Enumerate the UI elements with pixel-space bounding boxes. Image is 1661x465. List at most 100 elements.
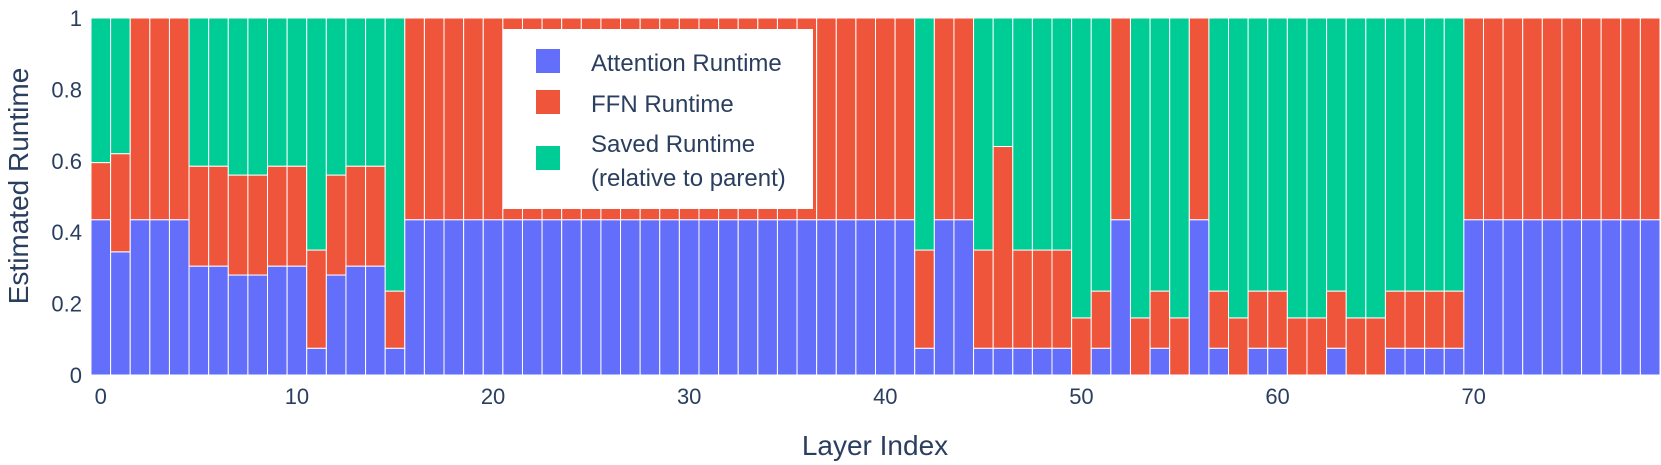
bar-saved-layer-49	[1051, 17, 1073, 251]
bar-attention-layer-67	[1404, 347, 1426, 376]
y-axis-title: Estimated Runtime	[3, 68, 34, 305]
bar-ffn-layer-69	[1443, 290, 1465, 349]
bar-saved-layer-46	[992, 17, 1014, 148]
bar-attention-layer-37	[816, 219, 837, 376]
bar-ffn-layer-48	[1031, 249, 1053, 349]
bar-saved-layer-53	[1129, 17, 1151, 319]
bar-ffn-layer-74	[1541, 17, 1563, 221]
bar-attention-layer-21	[502, 219, 523, 376]
bar-attention-layer-25	[580, 219, 602, 376]
y-tick-label: 0.6	[51, 149, 82, 174]
bar-attention-layer-47	[1012, 347, 1033, 376]
y-tick-label: 0	[70, 363, 82, 388]
bar-ffn-layer-54	[1149, 290, 1171, 349]
bar-ffn-layer-3	[149, 17, 170, 221]
bar-ffn-layer-4	[168, 17, 190, 221]
bar-attention-layer-4	[168, 219, 190, 376]
bar-saved-layer-66	[1384, 17, 1406, 292]
bar-attention-layer-40	[875, 219, 896, 376]
bar-saved-layer-12	[325, 17, 347, 176]
bar-ffn-layer-40	[875, 17, 896, 221]
bar-attention-layer-3	[149, 219, 170, 376]
bar-attention-layer-43	[933, 219, 955, 376]
bar-attention-layer-45	[973, 347, 994, 376]
bar-attention-layer-5	[188, 265, 210, 376]
bar-ffn-layer-62	[1306, 317, 1328, 376]
bar-ffn-layer-43	[933, 17, 955, 221]
bar-ffn-layer-49	[1051, 249, 1073, 349]
bar-saved-layer-65	[1365, 17, 1386, 319]
bar-saved-layer-1	[110, 17, 131, 155]
bar-ffn-layer-55	[1169, 317, 1190, 376]
bar-saved-layer-48	[1031, 17, 1053, 251]
bar-ffn-layer-47	[1012, 249, 1033, 349]
bar-attention-layer-23	[541, 219, 563, 376]
bar-attention-layer-22	[521, 219, 543, 376]
legend-label-attention: Attention Runtime	[591, 50, 782, 77]
bar-saved-layer-0	[90, 17, 112, 164]
bar-ffn-layer-75	[1561, 17, 1583, 221]
bar-attention-layer-49	[1051, 347, 1073, 376]
x-tick-label: 20	[481, 384, 505, 409]
y-tick-label: 0.8	[51, 77, 82, 102]
bar-ffn-layer-18	[443, 17, 465, 221]
bar-ffn-layer-9	[267, 165, 288, 267]
bar-attention-layer-44	[953, 219, 975, 376]
bar-ffn-layer-0	[90, 162, 112, 221]
bar-saved-layer-47	[1012, 17, 1033, 251]
x-tick-label: 40	[873, 384, 897, 409]
bar-attention-layer-27	[620, 219, 641, 376]
bar-attention-layer-75	[1561, 219, 1583, 376]
bar-ffn-layer-68	[1424, 290, 1445, 349]
bar-ffn-layer-53	[1129, 317, 1151, 376]
legend: Attention Runtime FFN Runtime Saved Runt…	[503, 29, 813, 209]
bar-saved-layer-14	[365, 17, 386, 167]
bar-ffn-layer-61	[1286, 317, 1308, 376]
y-axis-ticks: 0 0.2 0.4 0.6 0.8 1	[51, 6, 82, 388]
bar-attention-layer-16	[404, 219, 425, 376]
bar-attention-layer-79	[1639, 219, 1661, 376]
bar-ffn-layer-73	[1522, 17, 1543, 221]
bar-saved-layer-50	[1071, 17, 1092, 319]
bar-ffn-layer-78	[1620, 17, 1641, 221]
bar-attention-layer-39	[855, 219, 877, 376]
legend-label-saved: Saved Runtime	[591, 131, 755, 158]
bar-saved-layer-54	[1149, 17, 1171, 292]
bar-attention-layer-78	[1620, 219, 1641, 376]
bar-attention-layer-14	[365, 265, 386, 376]
bar-saved-layer-63	[1326, 17, 1347, 292]
legend-swatch-ffn	[536, 90, 560, 114]
bars-layer	[90, 17, 1661, 376]
bar-attention-layer-60	[1267, 347, 1288, 376]
bar-saved-layer-57	[1208, 17, 1230, 292]
bar-ffn-layer-20	[482, 17, 504, 221]
bar-ffn-layer-77	[1600, 17, 1622, 221]
bar-attention-layer-35	[776, 219, 798, 376]
bar-attention-layer-24	[561, 219, 582, 376]
bar-ffn-layer-46	[992, 146, 1014, 349]
bar-saved-layer-51	[1090, 17, 1112, 292]
bar-saved-layer-69	[1443, 17, 1465, 292]
bar-ffn-layer-41	[894, 17, 916, 221]
bar-attention-layer-36	[796, 219, 818, 376]
bar-attention-layer-18	[443, 219, 465, 376]
bar-attention-layer-30	[678, 219, 700, 376]
x-axis-title: Layer Index	[802, 430, 948, 461]
bar-ffn-layer-11	[306, 249, 327, 349]
bar-attention-layer-73	[1522, 219, 1543, 376]
bar-attention-layer-12	[325, 274, 347, 376]
bar-attention-layer-63	[1326, 347, 1347, 376]
bar-saved-layer-55	[1169, 17, 1190, 319]
legend-swatch-attention	[536, 49, 560, 73]
bar-ffn-layer-60	[1267, 290, 1288, 349]
bar-attention-layer-33	[737, 219, 759, 376]
x-tick-label: 30	[677, 384, 701, 409]
bar-attention-layer-28	[639, 219, 661, 376]
y-tick-label: 0.4	[51, 220, 82, 245]
bar-attention-layer-26	[600, 219, 622, 376]
bar-saved-layer-59	[1247, 17, 1269, 292]
bar-ffn-layer-2	[129, 17, 151, 221]
bar-ffn-layer-51	[1090, 290, 1112, 349]
bar-attention-layer-51	[1090, 347, 1112, 376]
bar-saved-layer-62	[1306, 17, 1328, 319]
